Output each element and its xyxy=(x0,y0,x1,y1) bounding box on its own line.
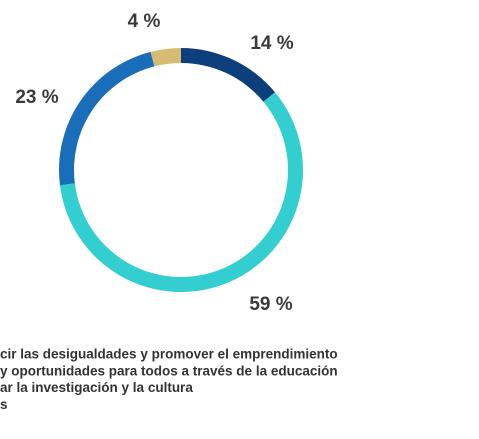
donut-segment xyxy=(59,51,155,186)
legend-entry: s xyxy=(0,397,8,412)
data-label: 59 % xyxy=(249,294,292,315)
data-label: 4 % xyxy=(128,11,161,32)
legend-entry: y oportunidades para todos a través de l… xyxy=(0,363,338,378)
donut-segment xyxy=(150,48,181,67)
data-label: 23 % xyxy=(15,87,58,108)
donut-segment xyxy=(181,48,276,102)
data-label: 14 % xyxy=(250,33,293,54)
legend-entry: cir las desigualdades y promover el empr… xyxy=(0,347,338,362)
donut-segment xyxy=(59,92,304,292)
legend-entry: ar la investigación y la cultura xyxy=(0,380,193,395)
